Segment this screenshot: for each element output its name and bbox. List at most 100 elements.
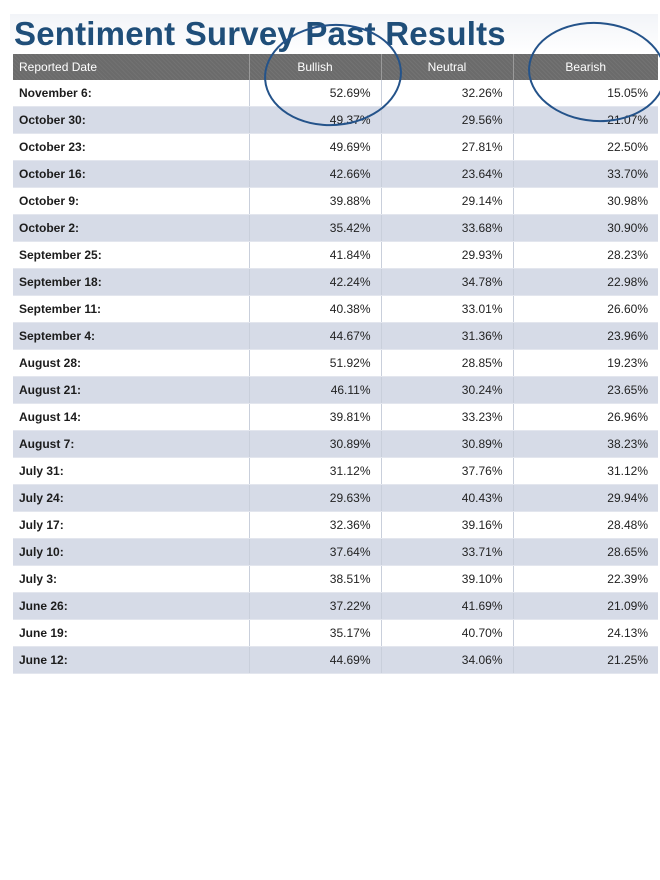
table-row: October 30: 49.37% 29.56% 21.07%	[13, 106, 658, 134]
page-title: Sentiment Survey Past Results	[14, 15, 506, 52]
bullish-cell: 41.84%	[249, 241, 382, 269]
bullish-cell: 29.63%	[249, 484, 382, 512]
neutral-cell: 29.56%	[381, 106, 514, 134]
bullish-cell: 44.67%	[249, 322, 382, 350]
bullish-cell: 38.51%	[249, 565, 382, 593]
bullish-cell: 37.64%	[249, 538, 382, 566]
neutral-cell: 40.43%	[381, 484, 514, 512]
date-cell: October 9:	[13, 187, 250, 215]
table-row: September 25: 41.84% 29.93% 28.23%	[13, 241, 658, 269]
bullish-cell: 52.69%	[249, 80, 382, 107]
table-row: July 3: 38.51% 39.10% 22.39%	[13, 565, 658, 593]
date-cell: June 12:	[13, 646, 250, 674]
neutral-cell: 23.64%	[381, 160, 514, 188]
date-cell: July 17:	[13, 511, 250, 539]
table-row: July 24: 29.63% 40.43% 29.94%	[13, 484, 658, 512]
bearish-cell: 21.09%	[513, 592, 658, 620]
table-row: June 12: 44.69% 34.06% 21.25%	[13, 646, 658, 674]
table-row: August 28: 51.92% 28.85% 19.23%	[13, 349, 658, 377]
date-cell: August 21:	[13, 376, 250, 404]
bullish-cell: 51.92%	[249, 349, 382, 377]
neutral-cell: 27.81%	[381, 133, 514, 161]
neutral-cell: 34.78%	[381, 268, 514, 296]
neutral-cell: 31.36%	[381, 322, 514, 350]
table-row: July 31: 31.12% 37.76% 31.12%	[13, 457, 658, 485]
bearish-cell: 22.39%	[513, 565, 658, 593]
table-row: August 7: 30.89% 30.89% 38.23%	[13, 430, 658, 458]
bullish-cell: 49.69%	[249, 133, 382, 161]
table-row: September 4: 44.67% 31.36% 23.96%	[13, 322, 658, 350]
bearish-cell: 28.48%	[513, 511, 658, 539]
table-row: October 9: 39.88% 29.14% 30.98%	[13, 187, 658, 215]
bullish-cell: 35.42%	[249, 214, 382, 242]
neutral-cell: 39.16%	[381, 511, 514, 539]
bullish-cell: 35.17%	[249, 619, 382, 647]
bullish-cell: 46.11%	[249, 376, 382, 404]
neutral-cell: 32.26%	[381, 80, 514, 107]
table-row: August 21: 46.11% 30.24% 23.65%	[13, 376, 658, 404]
bearish-cell: 29.94%	[513, 484, 658, 512]
table-row: July 17: 32.36% 39.16% 28.48%	[13, 511, 658, 539]
header-neutral[interactable]: Neutral	[381, 54, 514, 80]
header-row: Reported Date Bullish Neutral Bearish	[13, 54, 658, 80]
bullish-cell: 49.37%	[249, 106, 382, 134]
table-row: June 26: 37.22% 41.69% 21.09%	[13, 592, 658, 620]
neutral-cell: 30.89%	[381, 430, 514, 458]
date-cell: October 23:	[13, 133, 250, 161]
bearish-cell: 15.05%	[513, 80, 658, 107]
table-row: October 23: 49.69% 27.81% 22.50%	[13, 133, 658, 161]
sentiment-results-table: Reported Date Bullish Neutral Bearish No…	[13, 54, 658, 674]
bearish-cell: 26.60%	[513, 295, 658, 323]
bearish-cell: 31.12%	[513, 457, 658, 485]
date-cell: October 2:	[13, 214, 250, 242]
table-row: September 11: 40.38% 33.01% 26.60%	[13, 295, 658, 323]
date-cell: October 16:	[13, 160, 250, 188]
bullish-cell: 39.88%	[249, 187, 382, 215]
bearish-cell: 28.65%	[513, 538, 658, 566]
date-cell: July 24:	[13, 484, 250, 512]
date-cell: September 11:	[13, 295, 250, 323]
bullish-cell: 31.12%	[249, 457, 382, 485]
header-reported-date[interactable]: Reported Date	[13, 54, 250, 80]
date-cell: August 14:	[13, 403, 250, 431]
bullish-cell: 32.36%	[249, 511, 382, 539]
table-row: November 6: 52.69% 32.26% 15.05%	[13, 80, 658, 107]
bearish-cell: 28.23%	[513, 241, 658, 269]
bearish-cell: 21.25%	[513, 646, 658, 674]
table-row: September 18: 42.24% 34.78% 22.98%	[13, 268, 658, 296]
date-cell: September 4:	[13, 322, 250, 350]
bullish-cell: 30.89%	[249, 430, 382, 458]
date-cell: August 7:	[13, 430, 250, 458]
table-row: June 19: 35.17% 40.70% 24.13%	[13, 619, 658, 647]
bullish-cell: 40.38%	[249, 295, 382, 323]
neutral-cell: 41.69%	[381, 592, 514, 620]
table-header: Reported Date Bullish Neutral Bearish	[13, 54, 658, 80]
header-bullish[interactable]: Bullish	[249, 54, 382, 80]
table-row: August 14: 39.81% 33.23% 26.96%	[13, 403, 658, 431]
neutral-cell: 40.70%	[381, 619, 514, 647]
neutral-cell: 30.24%	[381, 376, 514, 404]
bullish-cell: 42.66%	[249, 160, 382, 188]
bearish-cell: 23.65%	[513, 376, 658, 404]
date-cell: November 6:	[13, 80, 250, 107]
bullish-cell: 42.24%	[249, 268, 382, 296]
header-bearish[interactable]: Bearish	[513, 54, 658, 80]
neutral-cell: 29.93%	[381, 241, 514, 269]
date-cell: July 10:	[13, 538, 250, 566]
date-cell: June 19:	[13, 619, 250, 647]
neutral-cell: 33.68%	[381, 214, 514, 242]
bearish-cell: 24.13%	[513, 619, 658, 647]
date-cell: July 31:	[13, 457, 250, 485]
title-band	[10, 14, 658, 54]
bearish-cell: 30.98%	[513, 187, 658, 215]
neutral-cell: 39.10%	[381, 565, 514, 593]
bearish-cell: 19.23%	[513, 349, 658, 377]
bearish-cell: 22.50%	[513, 133, 658, 161]
neutral-cell: 33.01%	[381, 295, 514, 323]
bearish-cell: 22.98%	[513, 268, 658, 296]
date-cell: October 30:	[13, 106, 250, 134]
bearish-cell: 23.96%	[513, 322, 658, 350]
table-row: October 16: 42.66% 23.64% 33.70%	[13, 160, 658, 188]
bullish-cell: 39.81%	[249, 403, 382, 431]
bullish-cell: 37.22%	[249, 592, 382, 620]
